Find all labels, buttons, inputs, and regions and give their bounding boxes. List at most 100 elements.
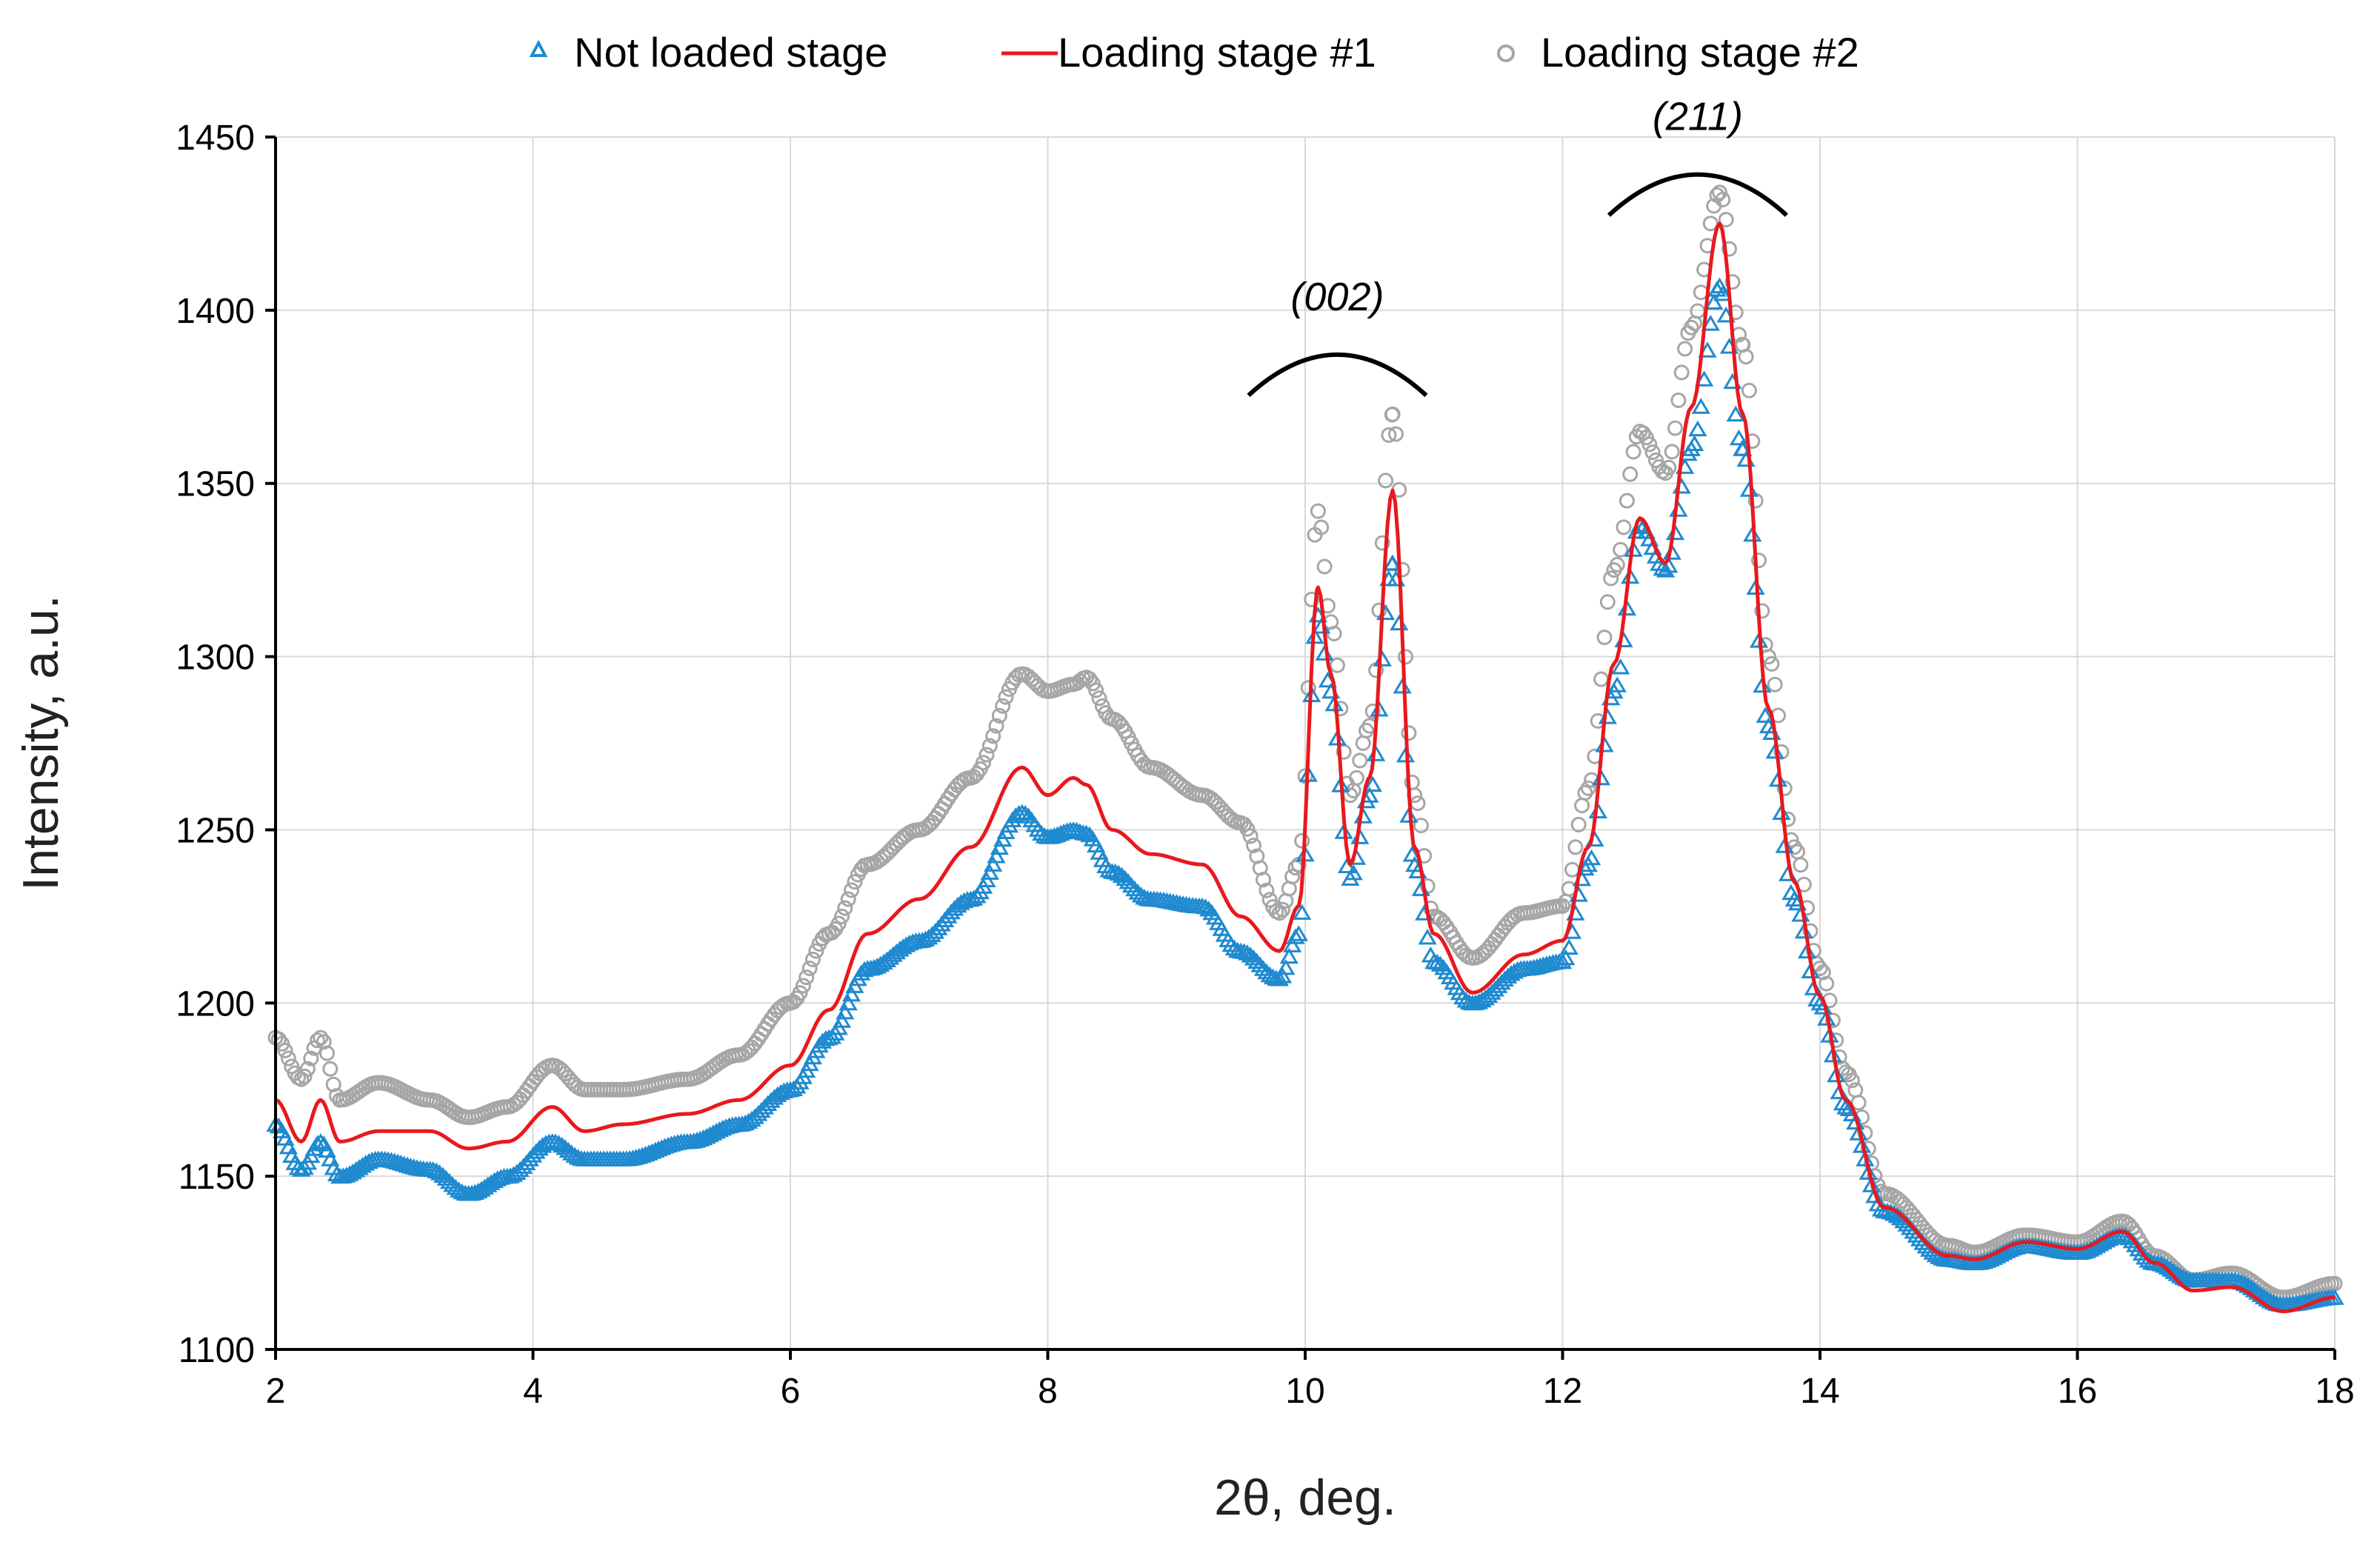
series-loading-stage-1 bbox=[275, 221, 2336, 1314]
x-tick-label: 18 bbox=[2315, 1372, 2354, 1411]
data-point-triangle bbox=[1473, 991, 1492, 1008]
data-point-triangle bbox=[1688, 420, 1707, 437]
data-point-circle bbox=[1622, 466, 1639, 482]
data-point-triangle bbox=[1238, 944, 1257, 961]
data-point-circle bbox=[1398, 649, 1413, 665]
series-layer bbox=[266, 184, 2344, 1314]
data-point-triangle bbox=[874, 953, 893, 970]
data-point-triangle bbox=[2136, 1248, 2155, 1265]
data-point-circle bbox=[2327, 1275, 2343, 1292]
data-point-triangle bbox=[1279, 947, 1299, 964]
data-point-triangle bbox=[1383, 554, 1402, 571]
data-point-triangle bbox=[436, 1169, 456, 1186]
data-point-circle bbox=[1609, 557, 1625, 573]
data-point-triangle bbox=[1253, 960, 1273, 976]
data-point-circle bbox=[1715, 192, 1731, 207]
data-point-triangle bbox=[1109, 864, 1128, 881]
data-point-triangle bbox=[1856, 1150, 1875, 1166]
data-point-circle bbox=[1593, 671, 1610, 687]
data-point-circle bbox=[1664, 444, 1680, 460]
data-point-circle bbox=[1275, 901, 1291, 918]
data-point-circle bbox=[1364, 703, 1381, 719]
data-point-circle bbox=[1574, 798, 1590, 814]
grid-lines bbox=[276, 136, 2336, 1349]
data-point-circle bbox=[998, 689, 1014, 705]
data-point-triangle bbox=[1852, 1137, 1872, 1153]
series-loading-stage-2 bbox=[267, 184, 2343, 1306]
data-point-circle bbox=[991, 707, 1007, 724]
data-point-triangle bbox=[1373, 650, 1392, 667]
data-point-circle bbox=[1401, 725, 1417, 741]
data-point-circle bbox=[1580, 780, 1596, 796]
data-point-circle bbox=[1824, 1012, 1841, 1029]
data-point-triangle bbox=[552, 1136, 572, 1153]
data-point-circle bbox=[1844, 1072, 1860, 1089]
data-point-circle bbox=[1616, 519, 1632, 535]
data-point-circle bbox=[1683, 319, 1699, 336]
data-point-circle bbox=[804, 951, 821, 967]
y-tick-label: 1350 bbox=[176, 465, 255, 504]
data-point-circle bbox=[1596, 630, 1613, 646]
data-point-triangle bbox=[1733, 440, 1753, 456]
axis-ticks: 2 4 6 8 10 12 14 16 18 1100 1150 1200 1250 1300 1350 14… bbox=[176, 119, 2354, 1411]
data-point-triangle bbox=[1241, 947, 1260, 963]
data-point-triangle bbox=[1363, 775, 1382, 792]
data-point-circle bbox=[1603, 570, 1619, 587]
data-point-circle bbox=[1333, 701, 1349, 717]
data-point-circle bbox=[1619, 493, 1635, 509]
data-point-triangle bbox=[1324, 695, 1344, 712]
data-point-triangle bbox=[1276, 958, 1296, 975]
triangle-marker-icon bbox=[529, 39, 548, 57]
data-point-circle bbox=[1261, 892, 1278, 908]
data-point-triangle bbox=[1607, 676, 1627, 692]
data-point-circle bbox=[988, 718, 1004, 734]
data-point-triangle bbox=[839, 994, 858, 1011]
data-point-circle bbox=[979, 747, 995, 763]
data-point-circle bbox=[1378, 473, 1394, 489]
data-point-circle bbox=[1259, 882, 1275, 898]
data-point-triangle bbox=[1768, 770, 1788, 787]
data-point-triangle bbox=[1396, 746, 1416, 763]
data-point-triangle bbox=[819, 1029, 839, 1046]
data-point-circle bbox=[1828, 1032, 1844, 1048]
data-point-circle bbox=[1712, 184, 1727, 201]
data-point-circle bbox=[795, 978, 811, 994]
data-point-circle bbox=[1776, 780, 1793, 796]
data-point-circle bbox=[1738, 349, 1754, 365]
data-point-triangle bbox=[987, 847, 1006, 864]
data-point-circle bbox=[1284, 869, 1301, 885]
data-point-triangle bbox=[1128, 884, 1147, 900]
data-point-triangle bbox=[1076, 824, 1096, 841]
circle-marker-icon bbox=[1497, 44, 1515, 62]
data-point-circle bbox=[1860, 1141, 1876, 1157]
legend-label-loading-2: Loading stage #2 bbox=[1541, 29, 1859, 76]
data-point-circle bbox=[1644, 444, 1661, 461]
data-point-circle bbox=[303, 1050, 319, 1067]
data-point-triangle bbox=[1430, 955, 1450, 972]
y-tick-label: 1150 bbox=[179, 1158, 255, 1197]
peak-arc bbox=[1607, 172, 1788, 217]
data-point-triangle bbox=[916, 930, 936, 947]
data-point-triangle bbox=[1756, 707, 1775, 723]
data-point-triangle bbox=[1704, 293, 1724, 310]
data-point-triangle bbox=[977, 871, 996, 887]
data-point-triangle bbox=[1016, 804, 1035, 821]
data-point-triangle bbox=[1289, 925, 1308, 941]
data-point-triangle bbox=[1701, 315, 1720, 331]
peak-label: (211) bbox=[1653, 95, 1743, 139]
data-point-circle bbox=[1239, 821, 1256, 837]
data-point-triangle bbox=[1453, 988, 1473, 1005]
data-point-circle bbox=[985, 728, 1001, 744]
data-point-triangle bbox=[739, 1112, 759, 1129]
data-point-circle bbox=[1310, 503, 1326, 519]
data-point-circle bbox=[1271, 905, 1287, 921]
data-point-triangle bbox=[1836, 1098, 1856, 1115]
legend-item-not-loaded: Not loaded stage bbox=[529, 29, 887, 76]
y-tick-label: 1450 bbox=[176, 119, 255, 158]
data-point-circle bbox=[1374, 535, 1390, 551]
data-point-circle bbox=[1088, 682, 1104, 698]
x-tick-label: 6 bbox=[781, 1372, 801, 1411]
data-point-circle bbox=[1388, 426, 1404, 442]
data-point-triangle bbox=[1801, 962, 1820, 978]
